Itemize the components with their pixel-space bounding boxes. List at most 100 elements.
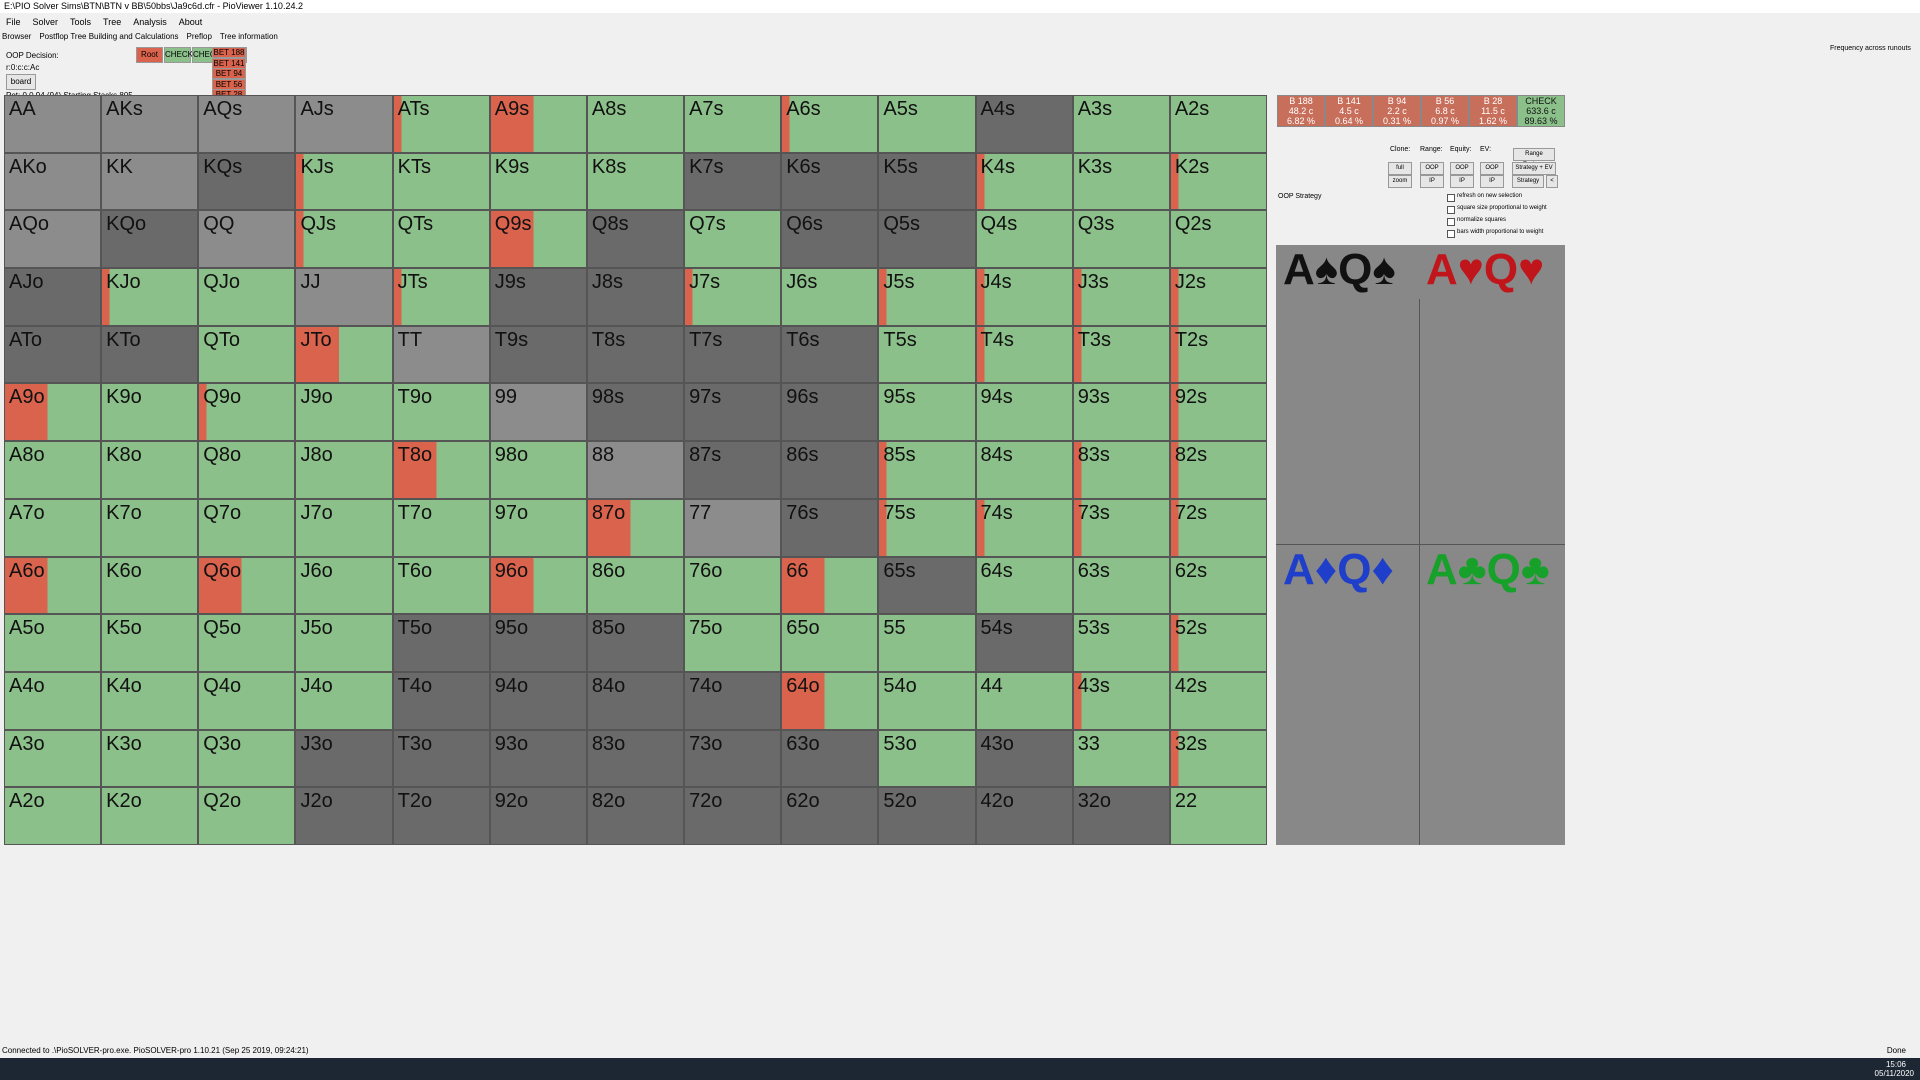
hand-cell[interactable]: J7s — [684, 268, 782, 326]
tab[interactable]: Browser — [2, 32, 32, 41]
hand-cell[interactable]: A7o — [4, 498, 102, 557]
hand-cell[interactable]: 44 — [975, 671, 1073, 730]
menu-item[interactable]: File — [6, 17, 21, 27]
hand-cell[interactable]: 52s — [1169, 614, 1267, 672]
hand-cell[interactable]: 96s — [781, 383, 879, 442]
summary-box[interactable]: CHECK 633.6 c 89.63 % — [1517, 95, 1565, 127]
hand-cell[interactable]: 86o — [586, 556, 685, 615]
hand-cell[interactable]: 84o — [586, 671, 685, 730]
hand-cell[interactable]: 83o — [586, 729, 685, 788]
hand-cell[interactable]: A4o — [4, 671, 102, 730]
hand-cell[interactable]: 32s — [1169, 729, 1267, 788]
hand-cell[interactable]: Q5s — [878, 210, 976, 269]
hand-cell[interactable]: K5s — [878, 152, 976, 211]
checkbox[interactable] — [1447, 218, 1455, 226]
hand-cell[interactable]: 53o — [878, 729, 976, 788]
hand-cell[interactable]: T9s — [489, 325, 587, 384]
hand-cell[interactable]: A6s — [781, 95, 879, 153]
hand-cell[interactable]: A8o — [4, 441, 102, 499]
tab[interactable]: Tree information — [219, 32, 278, 41]
hand-cell[interactable]: J6o — [295, 556, 393, 615]
hand-cell[interactable]: J6s — [781, 268, 879, 326]
control-button[interactable]: full — [1388, 162, 1412, 175]
menu-item[interactable]: About — [178, 17, 203, 27]
hand-cell[interactable]: QQ — [198, 210, 296, 269]
hand-cell[interactable]: T7s — [684, 325, 782, 384]
hand-cell[interactable]: 72o — [684, 787, 782, 845]
menu-item[interactable]: Analysis — [133, 17, 167, 27]
hand-cell[interactable]: 76o — [684, 556, 782, 615]
hand-cell[interactable]: 76s — [781, 498, 879, 557]
hand-cell[interactable]: J2s — [1169, 268, 1267, 326]
hand-cell[interactable]: 94o — [489, 671, 587, 730]
hand-cell[interactable]: K6s — [781, 152, 879, 211]
hand-cell[interactable]: 97s — [684, 383, 782, 442]
checkbox[interactable] — [1447, 230, 1455, 238]
hand-cell[interactable]: K9o — [101, 383, 199, 442]
hand-cell[interactable]: K2s — [1169, 152, 1267, 211]
hand-cell[interactable]: 97o — [489, 498, 587, 557]
hand-cell[interactable]: J5s — [878, 268, 976, 326]
hand-cell[interactable]: 82s — [1169, 441, 1267, 499]
hand-cell[interactable]: 32o — [1072, 787, 1170, 845]
hand-cell[interactable]: Q2s — [1169, 210, 1267, 269]
hand-cell[interactable]: A4s — [975, 95, 1073, 153]
hand-cell[interactable]: Q6o — [198, 556, 296, 615]
hand-cell[interactable]: KJs — [295, 152, 393, 211]
hand-cell[interactable]: K7s — [684, 152, 782, 211]
hand-cell[interactable]: A2o — [4, 787, 102, 845]
hand-cell[interactable]: JTo — [295, 325, 393, 384]
hand-cell[interactable]: 77 — [684, 498, 782, 557]
hand-cell[interactable]: ATo — [4, 325, 102, 384]
hand-cell[interactable]: 73o — [684, 729, 782, 788]
hand-cell[interactable]: A5o — [4, 614, 102, 672]
hand-cell[interactable]: K7o — [101, 498, 199, 557]
hand-cell[interactable]: A8s — [586, 95, 685, 153]
hand-cell[interactable]: J8o — [295, 441, 393, 499]
hand-cell[interactable]: 86s — [781, 441, 879, 499]
hand-cell[interactable]: 75o — [684, 614, 782, 672]
hand-cell[interactable]: T6o — [392, 556, 490, 615]
hand-cell[interactable]: Q8o — [198, 441, 296, 499]
hand-cell[interactable]: 42o — [975, 787, 1073, 845]
hand-cell[interactable]: A2s — [1169, 95, 1267, 153]
control-button[interactable]: OOP — [1420, 162, 1444, 175]
card-combo[interactable]: A♥Q♥ — [1426, 245, 1545, 294]
hand-cell[interactable]: K8s — [586, 152, 685, 211]
hand-cell[interactable]: K4o — [101, 671, 199, 730]
hand-cell[interactable]: Q3o — [198, 729, 296, 788]
hand-cell[interactable]: J4s — [975, 268, 1073, 326]
bet-button[interactable]: BET 141 — [212, 57, 246, 69]
hand-cell[interactable]: 66 — [781, 556, 879, 615]
hand-cell[interactable]: T5o — [392, 614, 490, 672]
hand-cell[interactable]: K6o — [101, 556, 199, 615]
summary-box[interactable]: B 141 4.5 c 0.64 % — [1325, 95, 1373, 127]
control-button[interactable]: Strategy + EV — [1512, 162, 1556, 175]
control-button[interactable]: OOP — [1480, 162, 1504, 175]
hand-cell[interactable]: 92o — [489, 787, 587, 845]
hand-cell[interactable]: A7s — [684, 95, 782, 153]
path-button[interactable]: Root — [136, 47, 163, 63]
hand-cell[interactable]: Q9o — [198, 383, 296, 442]
hand-cell[interactable]: KJo — [101, 268, 199, 326]
hand-cell[interactable]: Q5o — [198, 614, 296, 672]
hand-cell[interactable]: AA — [4, 95, 102, 153]
hand-cell[interactable]: AQo — [4, 210, 102, 269]
card-combo[interactable]: A♣Q♣ — [1426, 545, 1550, 594]
hand-cell[interactable]: Q7s — [684, 210, 782, 269]
hand-cell[interactable]: 73s — [1072, 498, 1170, 557]
summary-box[interactable]: B 188 48.2 c 6.82 % — [1277, 95, 1325, 127]
hand-cell[interactable]: K4s — [975, 152, 1073, 211]
tab[interactable]: Preflop — [186, 32, 212, 41]
hand-cell[interactable]: K5o — [101, 614, 199, 672]
menu-item[interactable]: Tree — [103, 17, 122, 27]
summary-box[interactable]: B 56 6.8 c 0.97 % — [1421, 95, 1469, 127]
hand-cell[interactable]: 95s — [878, 383, 976, 442]
hand-cell[interactable]: 98o — [489, 441, 587, 499]
hand-cell[interactable]: 43s — [1072, 671, 1170, 730]
hand-cell[interactable]: QJs — [295, 210, 393, 269]
hand-cell[interactable]: Q3s — [1072, 210, 1170, 269]
hand-cell[interactable]: ATs — [392, 95, 490, 153]
hand-cell[interactable]: T5s — [878, 325, 976, 384]
hand-cell[interactable]: 74o — [684, 671, 782, 730]
